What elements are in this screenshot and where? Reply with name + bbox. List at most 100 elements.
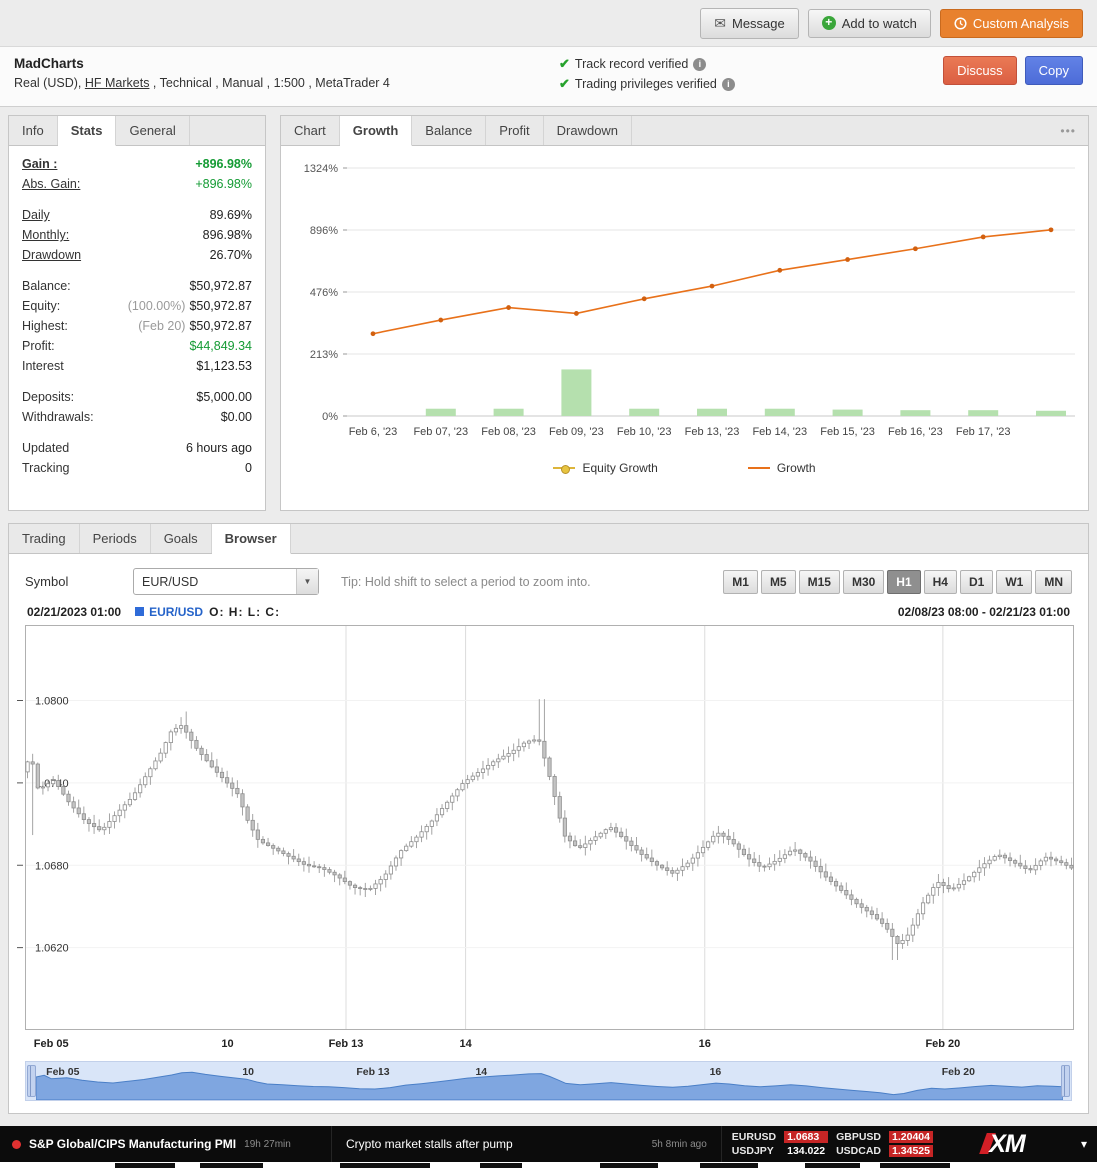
ticker-chevron-down-icon[interactable]: ▾ <box>1080 1137 1088 1151</box>
candle-range-label: 02/08/23 08:00 - 02/21/23 01:00 <box>897 605 1070 619</box>
stat-row-profit: Profit: $44,849.34 <box>9 336 265 356</box>
stat-row-monthly: Monthly: 896.98% <box>9 225 265 245</box>
broker-link[interactable]: HF Markets <box>84 76 150 90</box>
stat-label[interactable]: Daily <box>22 208 50 222</box>
svg-text:Feb 13, '23: Feb 13, '23 <box>685 426 740 438</box>
ticker-news-item-2[interactable]: Crypto market stalls after pump 5h 8min … <box>332 1126 722 1162</box>
tab-periods[interactable]: Periods <box>80 524 151 553</box>
xm-logo[interactable]: XM <box>943 1126 1071 1162</box>
news-time: 5h 8min ago <box>651 1138 707 1150</box>
stat-label[interactable]: Abs. Gain: <box>22 177 81 191</box>
tab-drawdown[interactable]: Drawdown <box>544 116 633 145</box>
quote-symbol[interactable]: EURUSD <box>731 1131 777 1143</box>
timeframe-m15[interactable]: M15 <box>798 569 840 594</box>
discuss-button[interactable]: Discuss <box>943 56 1017 85</box>
quote-symbol[interactable]: USDJPY <box>731 1145 774 1157</box>
stat-row-drawdown: Drawdown 26.70% <box>9 245 265 265</box>
tab-stats[interactable]: Stats <box>57 116 117 146</box>
copy-button[interactable]: Copy <box>1024 56 1083 85</box>
svg-text:Feb 08, '23: Feb 08, '23 <box>481 426 536 438</box>
timeframe-m30[interactable]: M30 <box>842 569 885 594</box>
chart-navigator[interactable]: Feb 05 10 Feb 13 14 16 Feb 20 <box>25 1061 1072 1101</box>
stat-label[interactable]: Monthly: <box>22 228 70 242</box>
custom-analysis-button[interactable]: Custom Analysis <box>939 8 1083 38</box>
info-icon[interactable]: i <box>693 57 707 71</box>
svg-text:476%: 476% <box>310 287 338 299</box>
add-to-watch-button[interactable]: + Add to watch <box>807 8 931 38</box>
svg-text:1.0680: 1.0680 <box>35 860 69 872</box>
timeframe-mn[interactable]: MN <box>1035 569 1072 594</box>
strip-segment <box>480 1163 522 1168</box>
tab-growth[interactable]: Growth <box>339 116 413 146</box>
timeframe-h4[interactable]: H4 <box>923 569 957 594</box>
tab-trading[interactable]: Trading <box>9 524 80 553</box>
symbol-label: Symbol <box>25 574 69 589</box>
growth-chart[interactable]: 0% 213% 476% 896% 1324% Feb 6, '23 Feb 07, '23… <box>281 146 1088 457</box>
quote-price[interactable]: 1.34525 <box>889 1145 933 1157</box>
stat-row-equity: Equity: (100.00%) $50,972.87 <box>9 296 265 316</box>
navigator-area-svg[interactable]: Feb 05 10 Feb 13 14 16 Feb 20 <box>36 1062 1063 1100</box>
stat-value: +896.98% <box>195 157 252 171</box>
quote-price[interactable]: 1.20404 <box>889 1131 933 1143</box>
svg-text:896%: 896% <box>310 225 338 237</box>
growth-panel-tabs: Chart Growth Balance Profit Drawdown ••• <box>281 116 1088 146</box>
stat-value: 896.98% <box>202 228 252 242</box>
navigator-right-handle[interactable] <box>1061 1065 1070 1097</box>
zoom-tip-text: Tip: Hold shift to select a period to zo… <box>341 574 591 589</box>
quote-symbol[interactable]: GBPUSD <box>836 1131 882 1143</box>
stat-row-deposits: Deposits: $5,000.00 <box>9 387 265 407</box>
header-actions: Discuss Copy <box>943 56 1083 85</box>
growth-chart-panel: Chart Growth Balance Profit Drawdown •••… <box>280 115 1089 511</box>
timeframe-h1[interactable]: H1 <box>887 569 921 594</box>
growth-chart-svg[interactable]: 0% 213% 476% 896% 1324% Feb 6, '23 Feb 07, '23… <box>285 154 1085 454</box>
tab-info[interactable]: Info <box>9 116 58 145</box>
tab-balance[interactable]: Balance <box>412 116 487 145</box>
navigator-left-handle[interactable] <box>27 1065 36 1097</box>
browser-panel: Trading Periods Goals Browser Symbol EUR… <box>8 523 1089 1114</box>
strip-segment <box>880 1163 950 1168</box>
tab-goals[interactable]: Goals <box>151 524 212 553</box>
quote-symbol[interactable]: USDCAD <box>836 1145 882 1157</box>
info-icon[interactable]: i <box>721 77 735 91</box>
tab-chart[interactable]: Chart <box>281 116 340 145</box>
timeframe-w1[interactable]: W1 <box>996 569 1033 594</box>
check-icon: ✔ <box>559 76 570 91</box>
timeframe-d1[interactable]: D1 <box>959 569 994 594</box>
stat-value: (100.00%) $50,972.87 <box>127 299 252 313</box>
stat-row-interest: Interest $1,123.53 <box>9 356 265 376</box>
clock-icon <box>954 16 967 30</box>
browser-body: Symbol EUR/USD ▼ Tip: Hold shift to sele… <box>9 554 1088 1113</box>
stat-value: $50,972.87 <box>189 279 252 293</box>
tab-browser[interactable]: Browser <box>211 524 291 554</box>
stat-row-tracking: Tracking 0 <box>9 458 265 478</box>
add-to-watch-label: Add to watch <box>841 15 917 31</box>
tab-general[interactable]: General <box>116 116 190 145</box>
legend-equity-growth[interactable]: Equity Growth <box>553 461 658 475</box>
legend-growth[interactable]: Growth <box>747 461 816 475</box>
message-button[interactable]: ✉ Message <box>700 7 799 39</box>
stat-label[interactable]: Drawdown <box>22 248 82 262</box>
stat-label: Interest <box>22 359 64 373</box>
page-title: MadCharts <box>14 56 84 71</box>
series-color-swatch-icon <box>135 607 145 616</box>
quote-price[interactable]: 134.022 <box>787 1145 826 1157</box>
account-attrs: , Technical , Manual , 1:500 , MetaTrade… <box>149 76 390 90</box>
stat-label[interactable]: Gain : <box>22 157 58 171</box>
strip-segment <box>115 1163 175 1168</box>
tab-profit[interactable]: Profit <box>486 116 544 145</box>
stat-label: Updated <box>22 441 70 455</box>
chart-menu-icon[interactable]: ••• <box>1060 123 1076 138</box>
timeframe-m5[interactable]: M5 <box>760 569 796 594</box>
strip-segment <box>600 1163 658 1168</box>
trading-privileges-verified-label: Trading privileges verified <box>574 77 717 91</box>
ticker-news-item-1[interactable]: S&P Global/CIPS Manufacturing PMI 19h 27… <box>0 1126 332 1162</box>
stat-value: $5,000.00 <box>196 390 252 404</box>
quote-price[interactable]: 1.0683 <box>784 1131 829 1143</box>
stat-row-updated: Updated 6 hours ago <box>9 438 265 458</box>
symbol-select[interactable]: EUR/USD ▼ <box>133 568 319 595</box>
stat-value: 6 hours ago <box>185 441 252 455</box>
account-type: Real (USD), <box>14 76 82 90</box>
timeframe-m1[interactable]: M1 <box>723 569 758 594</box>
